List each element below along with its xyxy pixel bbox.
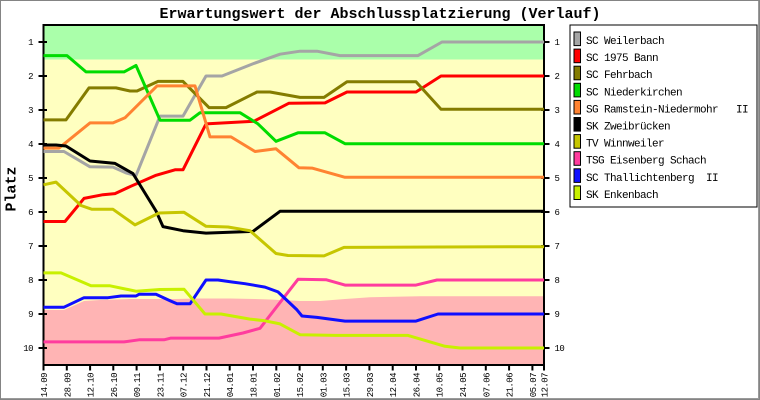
svg-text:3: 3 <box>28 106 33 116</box>
svg-text:18.01: 18.01 <box>250 373 260 397</box>
svg-text:2: 2 <box>555 72 560 82</box>
svg-text:8: 8 <box>28 276 33 286</box>
svg-text:23.11: 23.11 <box>156 373 166 397</box>
svg-text:01.02: 01.02 <box>273 373 283 397</box>
svg-text:TSG Eisenberg Schach: TSG Eisenberg Schach <box>586 156 706 168</box>
svg-text:8: 8 <box>555 276 560 286</box>
svg-text:26.04: 26.04 <box>413 373 423 397</box>
svg-text:26.10: 26.10 <box>110 373 120 397</box>
svg-text:TV Winnweiler: TV Winnweiler <box>586 139 664 151</box>
svg-text:6: 6 <box>555 208 560 218</box>
svg-text:SG Ramstein-Niedermohr II: SG Ramstein-Niedermohr II <box>586 104 748 116</box>
svg-text:10.05: 10.05 <box>436 373 446 397</box>
svg-text:SC Niederkirchen: SC Niederkirchen <box>586 87 682 99</box>
svg-text:01.03: 01.03 <box>319 373 329 397</box>
svg-text:04.01: 04.01 <box>226 373 236 397</box>
svg-text:21.06: 21.06 <box>506 373 516 397</box>
svg-text:2: 2 <box>28 72 33 82</box>
svg-text:1: 1 <box>555 38 560 48</box>
svg-text:7: 7 <box>28 242 33 252</box>
svg-text:21.12: 21.12 <box>203 373 213 397</box>
svg-text:SK Enkenbach: SK Enkenbach <box>586 190 658 202</box>
svg-text:SC Fehrbach: SC Fehrbach <box>586 70 652 82</box>
svg-text:SC Thallichtenberg II: SC Thallichtenberg II <box>586 173 718 185</box>
svg-text:6: 6 <box>28 208 33 218</box>
svg-text:5: 5 <box>28 174 33 184</box>
svg-text:15.03: 15.03 <box>343 373 353 397</box>
svg-text:Erwartungswert der Abschlusspl: Erwartungswert der Abschlussplatzierung … <box>159 6 600 23</box>
svg-text:Platz: Platz <box>4 166 21 211</box>
svg-text:9: 9 <box>28 310 33 320</box>
svg-text:12.10: 12.10 <box>87 373 97 397</box>
svg-text:SC 1975 Bann: SC 1975 Bann <box>586 53 658 65</box>
svg-text:5: 5 <box>555 174 560 184</box>
svg-text:29.03: 29.03 <box>366 373 376 397</box>
svg-text:28.09: 28.09 <box>63 373 73 397</box>
svg-text:3: 3 <box>555 106 560 116</box>
svg-text:09.11: 09.11 <box>133 373 143 397</box>
svg-text:4: 4 <box>28 140 33 150</box>
svg-text:4: 4 <box>555 140 560 150</box>
svg-text:12.07: 12.07 <box>541 373 551 397</box>
svg-text:15.02: 15.02 <box>296 373 306 397</box>
svg-text:10: 10 <box>23 344 33 354</box>
svg-text:05.07: 05.07 <box>529 373 539 397</box>
svg-text:24.05: 24.05 <box>459 373 469 397</box>
svg-text:1: 1 <box>28 38 33 48</box>
svg-text:07.06: 07.06 <box>482 373 492 397</box>
svg-text:12.04: 12.04 <box>389 373 399 397</box>
svg-text:10: 10 <box>555 344 565 354</box>
svg-text:SK Zweibrücken: SK Zweibrücken <box>586 122 670 134</box>
svg-text:SC Weilerbach: SC Weilerbach <box>586 36 664 48</box>
svg-text:7: 7 <box>555 242 560 252</box>
svg-text:14.09: 14.09 <box>40 373 50 397</box>
svg-text:9: 9 <box>555 310 560 320</box>
svg-text:07.12: 07.12 <box>180 373 190 397</box>
